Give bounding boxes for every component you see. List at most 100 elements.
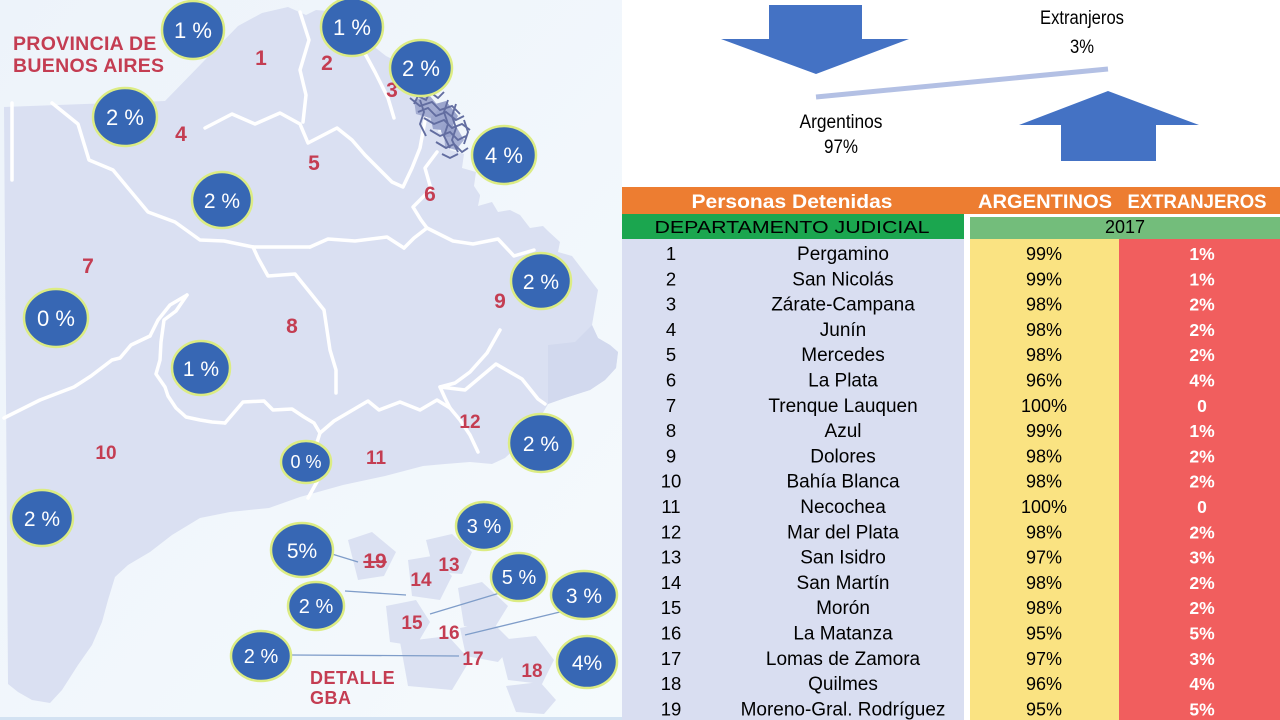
svg-text:5%: 5% [287,540,317,563]
svg-text:2%: 2% [1189,320,1215,340]
svg-text:14: 14 [410,570,432,591]
svg-text:0: 0 [1197,497,1207,517]
svg-text:100%: 100% [1021,497,1067,517]
svg-text:100%: 100% [1021,396,1067,416]
svg-text:Argentinos: Argentinos [800,112,883,133]
svg-text:3%: 3% [1189,548,1215,568]
svg-text:98%: 98% [1026,522,1062,542]
svg-text:19: 19 [661,698,682,719]
svg-text:13: 13 [661,547,682,568]
svg-text:15: 15 [401,613,423,634]
svg-text:17: 17 [462,649,483,670]
svg-text:3: 3 [386,79,398,102]
svg-text:18: 18 [661,673,682,694]
svg-text:2 %: 2 % [24,508,60,531]
svg-text:Azul: Azul [825,421,862,442]
svg-text:0 %: 0 % [290,452,321,472]
svg-text:10: 10 [95,443,116,464]
svg-text:98%: 98% [1026,320,1062,340]
svg-text:98%: 98% [1026,345,1062,365]
svg-text:Morón: Morón [816,598,870,619]
svg-text:0 %: 0 % [37,306,75,331]
svg-text:1: 1 [666,243,676,264]
svg-text:11: 11 [661,496,680,517]
svg-text:8: 8 [666,420,676,441]
svg-text:Dolores: Dolores [810,446,875,467]
svg-text:Quilmes: Quilmes [808,674,878,695]
svg-text:1: 1 [255,47,267,70]
svg-text:6: 6 [666,370,676,391]
svg-text:2 %: 2 % [402,56,440,81]
svg-text:2 %: 2 % [244,646,279,668]
svg-text:2 %: 2 % [523,433,559,456]
svg-text:La Plata: La Plata [808,371,878,392]
svg-text:16: 16 [438,623,459,644]
svg-text:Pergamino: Pergamino [797,244,889,265]
svg-text:PROVINCIA DE: PROVINCIA DE [13,33,157,55]
svg-text:17: 17 [661,648,682,669]
svg-text:14: 14 [661,572,682,593]
svg-text:15: 15 [661,597,682,618]
svg-text:99%: 99% [1026,269,1062,289]
svg-text:ARGENTINOS: ARGENTINOS [978,191,1112,213]
svg-text:10: 10 [661,471,682,492]
svg-text:2%: 2% [1189,598,1215,618]
svg-text:DEPARTAMENTO JUDICIAL: DEPARTAMENTO JUDICIAL [655,217,930,237]
svg-text:5: 5 [666,344,676,365]
svg-text:9: 9 [666,445,676,466]
svg-text:Lomas de Zamora: Lomas de Zamora [766,649,921,670]
svg-text:2%: 2% [1189,472,1215,492]
svg-text:2: 2 [321,52,333,75]
svg-text:5%: 5% [1189,624,1215,644]
svg-text:11: 11 [366,448,387,469]
svg-text:97%: 97% [1026,649,1062,669]
svg-text:0: 0 [1197,396,1207,416]
svg-text:1 %: 1 % [333,15,371,40]
svg-text:4: 4 [666,319,676,340]
svg-text:Junín: Junín [820,320,866,341]
svg-text:99%: 99% [1026,421,1062,441]
svg-text:Trenque Lauquen: Trenque Lauquen [768,396,917,417]
svg-text:2%: 2% [1189,345,1215,365]
svg-text:98%: 98% [1026,472,1062,492]
svg-text:96%: 96% [1026,371,1062,391]
svg-text:1%: 1% [1189,244,1215,264]
svg-text:San Martín: San Martín [797,573,890,594]
svg-text:1 %: 1 % [183,358,219,381]
svg-text:2 %: 2 % [299,596,334,618]
svg-text:1%: 1% [1189,421,1215,441]
svg-text:3%: 3% [1189,649,1215,669]
svg-text:98%: 98% [1026,446,1062,466]
svg-text:4%: 4% [1189,674,1215,694]
svg-text:4 %: 4 % [485,143,523,168]
svg-text:Zárate-Campana: Zárate-Campana [771,295,915,316]
svg-text:12: 12 [661,521,682,542]
svg-text:2 %: 2 % [106,105,144,130]
svg-text:98%: 98% [1026,295,1062,315]
svg-text:9: 9 [494,290,506,313]
svg-text:98%: 98% [1026,573,1062,593]
svg-text:Personas Detenidas: Personas Detenidas [692,191,893,213]
svg-text:2017: 2017 [1105,217,1145,237]
svg-text:95%: 95% [1026,699,1062,719]
svg-text:6: 6 [424,183,436,206]
svg-text:2 %: 2 % [523,271,559,294]
svg-text:4: 4 [175,123,187,146]
svg-text:97%: 97% [1026,548,1062,568]
svg-text:5 %: 5 % [502,567,537,589]
svg-text:2 %: 2 % [204,190,240,213]
svg-text:GBA: GBA [310,688,352,708]
svg-text:Moreno-Gral. Rodríguez: Moreno-Gral. Rodríguez [741,699,946,720]
svg-text:2: 2 [666,268,676,289]
svg-text:16: 16 [661,623,682,644]
svg-text:96%: 96% [1026,674,1062,694]
svg-text:EXTRANJEROS: EXTRANJEROS [1128,191,1267,213]
svg-text:5: 5 [308,152,320,175]
svg-text:Necochea: Necochea [800,497,886,518]
svg-text:Bahía Blanca: Bahía Blanca [786,472,899,493]
svg-text:98%: 98% [1026,598,1062,618]
svg-text:7: 7 [82,255,94,278]
svg-text:DETALLE: DETALLE [310,668,395,688]
svg-text:BUENOS AIRES: BUENOS AIRES [13,55,164,77]
svg-text:7: 7 [666,395,676,416]
